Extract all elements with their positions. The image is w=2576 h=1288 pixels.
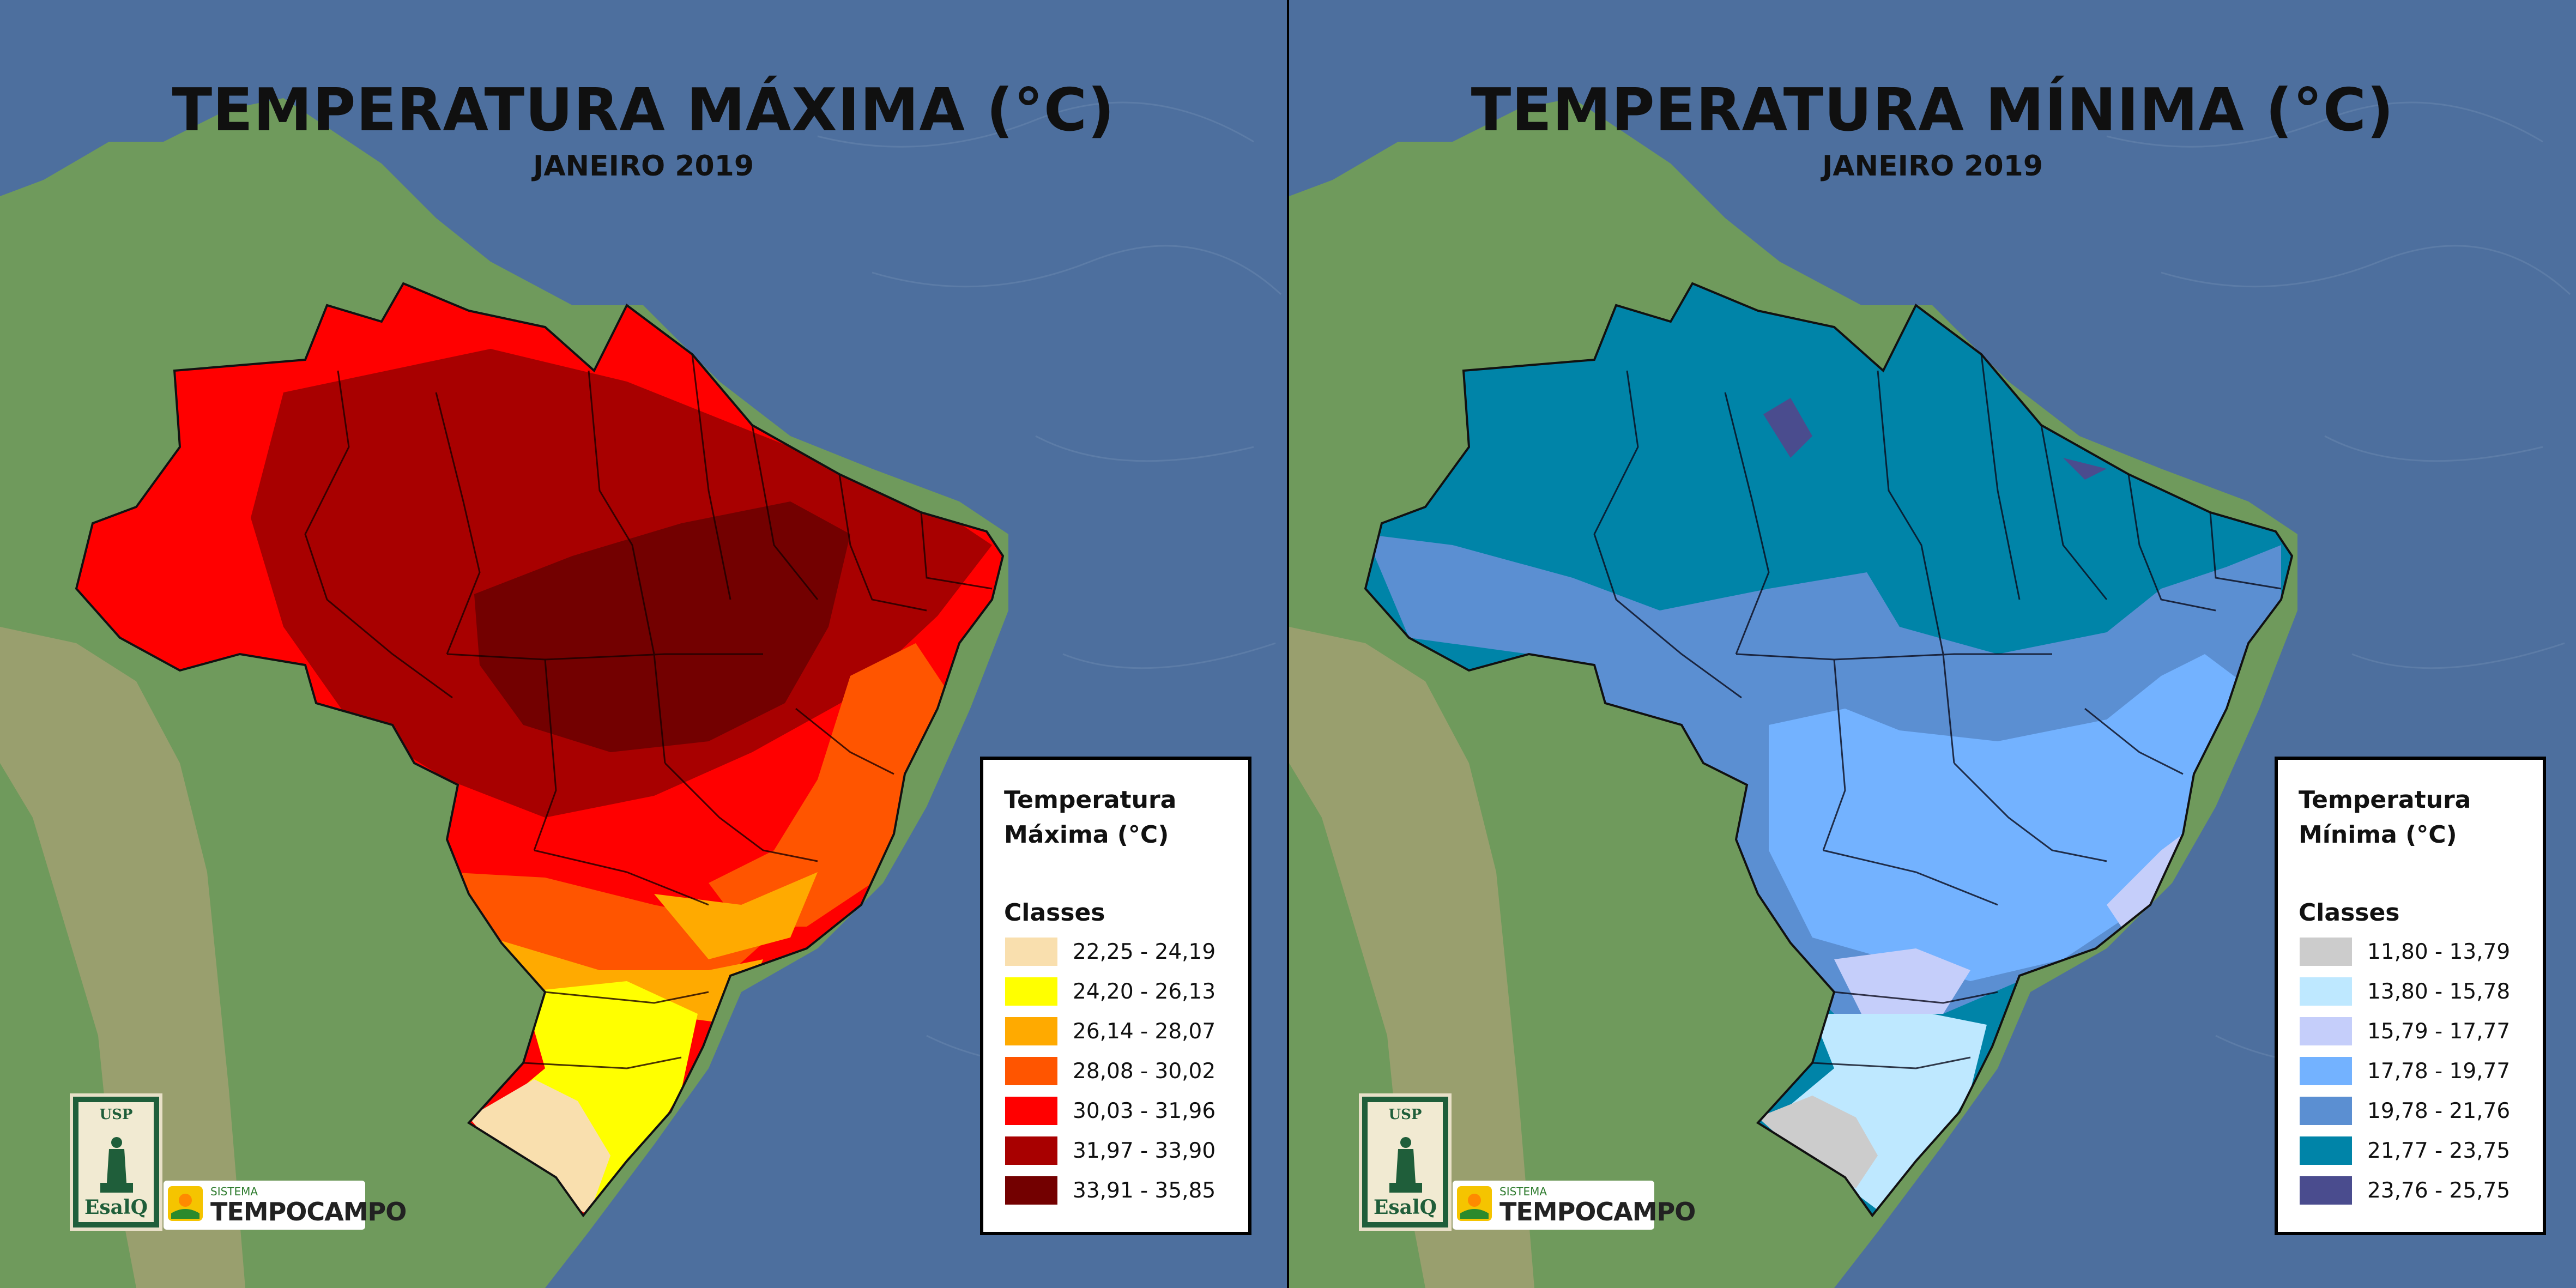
legend-label: 31,97 - 33,90 xyxy=(1073,1138,1216,1163)
legend-label: 23,76 - 25,75 xyxy=(2367,1178,2511,1203)
tempocampo-text: TEMPOCAMPO xyxy=(210,1197,407,1226)
legend-swatch xyxy=(1005,1176,1057,1205)
legend-label: 30,03 - 31,96 xyxy=(1073,1098,1216,1123)
legend-item: 13,80 - 15,78 xyxy=(2300,976,2510,1007)
max-temperature-panel: TEMPERATURA MÁXIMA (°C) JANEIRO 2019 Tem… xyxy=(0,0,1287,1288)
legend-label: 11,80 - 13,79 xyxy=(2367,939,2511,964)
min-legend-title: Temperatura Mínima (°C) xyxy=(2299,786,2471,849)
legend-item: 11,80 - 13,79 xyxy=(2300,936,2510,967)
max-map-subtitle: JANEIRO 2019 xyxy=(533,150,754,183)
min-map-subtitle: JANEIRO 2019 xyxy=(1822,150,2043,183)
andes-relief xyxy=(0,627,245,1288)
legend-item: 30,03 - 31,96 xyxy=(1005,1095,1216,1127)
legend-swatch xyxy=(1005,1057,1057,1085)
esalq-text: EsalQ xyxy=(1373,1196,1437,1219)
legend-swatch xyxy=(2300,1136,2352,1165)
legend-label: 22,25 - 24,19 xyxy=(1073,939,1216,964)
tempocampo-logo: SISTEMA TEMPOCAMPO xyxy=(164,1181,407,1230)
ocean-texture xyxy=(2106,101,2571,1067)
usp-text: USP xyxy=(1388,1106,1422,1123)
legend-item: 17,78 - 19,77 xyxy=(2300,1055,2510,1087)
legend-item: 19,78 - 21,76 xyxy=(2300,1095,2510,1127)
legend-swatch xyxy=(1005,938,1057,966)
max-temperature-map xyxy=(0,0,1287,1288)
legend-swatch xyxy=(2300,1017,2352,1045)
andes-relief xyxy=(1289,627,1534,1288)
legend-item: 28,08 - 30,02 xyxy=(1005,1055,1216,1087)
legend-swatch xyxy=(2300,1057,2352,1085)
legend-swatch xyxy=(2300,938,2352,966)
legend-item: 24,20 - 26,13 xyxy=(1005,976,1216,1007)
panel-divider xyxy=(1287,0,1289,1288)
legend-item: 31,97 - 33,90 xyxy=(1005,1135,1216,1166)
tempocampo-icon xyxy=(168,1186,203,1221)
legend-swatch xyxy=(1005,1097,1057,1125)
min-legend: Temperatura Mínima (°C) Classes 11,80 - … xyxy=(2275,757,2546,1235)
max-legend: Temperatura Máxima (°C) Classes 22,25 - … xyxy=(980,757,1251,1235)
max-legend-title: Temperatura Máxima (°C) xyxy=(1004,786,1177,849)
state-borders xyxy=(1593,354,2282,1069)
max-legend-classes-label: Classes xyxy=(1004,899,1105,927)
legend-label: 24,20 - 26,13 xyxy=(1073,979,1216,1004)
legend-label: 13,80 - 15,78 xyxy=(2367,979,2511,1004)
esalq-usp-logo: USP EsalQ xyxy=(1359,1093,1452,1231)
sistema-text: SISTEMA xyxy=(1499,1185,1547,1198)
legend-label: 15,79 - 17,77 xyxy=(2367,1019,2511,1044)
tempocampo-logo: SISTEMA TEMPOCAMPO xyxy=(1453,1181,1696,1230)
legend-item: 15,79 - 17,77 xyxy=(2300,1015,2510,1047)
tempocampo-text: TEMPOCAMPO xyxy=(1499,1197,1696,1226)
legend-item: 26,14 - 28,07 xyxy=(1005,1015,1216,1047)
brazil-outline xyxy=(75,282,1005,1218)
legend-swatch xyxy=(2300,1176,2352,1205)
max-map-title: TEMPERATURA MÁXIMA (°C) xyxy=(172,76,1115,144)
legend-item: 22,25 - 24,19 xyxy=(1005,936,1216,967)
legend-label: 26,14 - 28,07 xyxy=(1073,1019,1216,1044)
min-map-title: TEMPERATURA MÍNIMA (°C) xyxy=(1471,76,2394,144)
esalq-usp-logo: USP EsalQ xyxy=(70,1093,162,1231)
legend-label: 17,78 - 19,77 xyxy=(2367,1059,2511,1084)
tempocampo-icon xyxy=(1457,1186,1492,1221)
legend-label: 21,77 - 23,75 xyxy=(2367,1138,2511,1163)
legend-swatch xyxy=(1005,977,1057,1006)
legend-swatch xyxy=(1005,1136,1057,1165)
legend-label: 33,91 - 35,85 xyxy=(1073,1178,1216,1203)
min-legend-classes-label: Classes xyxy=(2299,899,2400,927)
brazil-outline xyxy=(1364,282,2294,1218)
usp-text: USP xyxy=(99,1106,133,1123)
min-temperature-map xyxy=(1289,0,2576,1288)
statue-icon xyxy=(100,1137,133,1193)
state-borders xyxy=(304,354,993,1069)
legend-swatch xyxy=(2300,1097,2352,1125)
legend-label: 19,78 - 21,76 xyxy=(2367,1098,2511,1123)
ocean-texture xyxy=(817,101,1282,1067)
legend-label: 28,08 - 30,02 xyxy=(1073,1059,1216,1084)
legend-item: 23,76 - 25,75 xyxy=(2300,1175,2510,1206)
esalq-text: EsalQ xyxy=(84,1196,148,1219)
legend-swatch xyxy=(2300,977,2352,1006)
sistema-text: SISTEMA xyxy=(210,1185,258,1198)
legend-swatch xyxy=(1005,1017,1057,1045)
legend-item: 21,77 - 23,75 xyxy=(2300,1135,2510,1166)
statue-icon xyxy=(1389,1137,1422,1193)
min-temperature-panel: TEMPERATURA MÍNIMA (°C) JANEIRO 2019 Tem… xyxy=(1289,0,2576,1288)
legend-item: 33,91 - 35,85 xyxy=(1005,1175,1216,1206)
